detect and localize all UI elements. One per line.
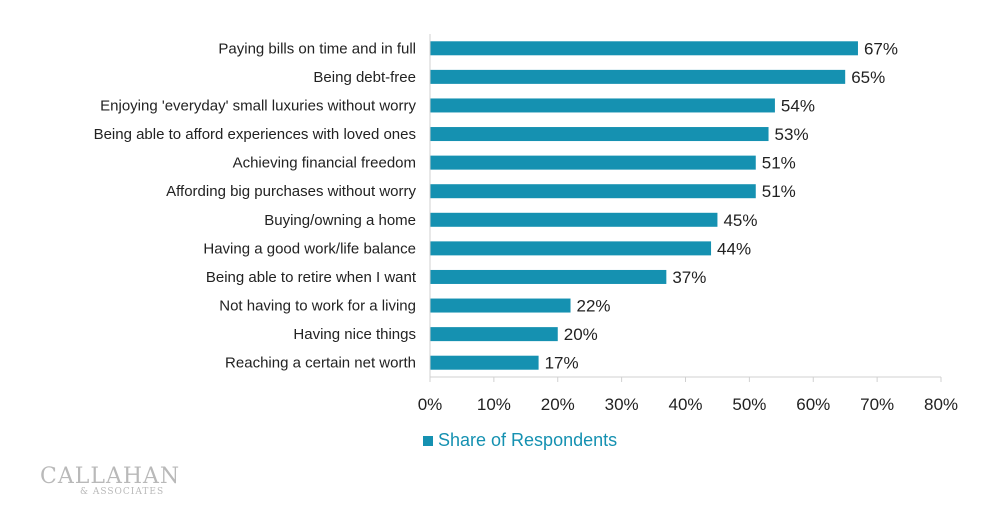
legend: Share of Respondents (423, 430, 617, 451)
legend-label: Share of Respondents (438, 430, 618, 450)
bar (430, 298, 571, 313)
data-label: 67% (864, 39, 898, 58)
bar (430, 327, 558, 342)
category-label: Not having to work for a living (219, 298, 416, 315)
category-label: Enjoying 'everyday' small luxuries witho… (100, 97, 416, 114)
x-tick-label: 0% (418, 395, 443, 414)
x-tick-label: 70% (860, 395, 894, 414)
bar (430, 269, 667, 284)
callahan-logo: CALLAHAN & ASSOCIATES (40, 466, 180, 497)
bar (430, 41, 858, 56)
x-tick-label: 10% (477, 395, 511, 414)
data-label: 51% (762, 154, 796, 173)
category-label: Buying/owning a home (264, 212, 416, 229)
x-tick-label: 40% (668, 395, 702, 414)
bar (430, 155, 756, 170)
data-label: 44% (717, 239, 751, 258)
data-label: 53% (775, 125, 809, 144)
x-tick-label: 50% (732, 395, 766, 414)
bar (430, 241, 712, 256)
x-tick-label: 30% (605, 395, 639, 414)
legend-swatch (423, 435, 433, 446)
logo-subtitle: & ASSOCIATES (80, 487, 165, 497)
data-label: 17% (545, 354, 579, 373)
category-label: Being able to afford experiences with lo… (94, 126, 416, 143)
category-label: Paying bills on time and in full (218, 40, 416, 57)
category-label: Achieving financial freedom (233, 155, 416, 172)
category-label: Having a good work/life balance (203, 240, 416, 257)
x-tick-label: 60% (796, 395, 830, 414)
bar (430, 69, 846, 84)
data-label: 51% (762, 182, 796, 201)
data-label: 54% (781, 96, 815, 115)
data-label: 37% (672, 268, 706, 287)
category-label: Reaching a certain net worth (225, 355, 416, 372)
bar (430, 212, 718, 227)
data-label: 65% (851, 68, 885, 87)
category-label: Affording big purchases without worry (166, 183, 416, 200)
bar (430, 355, 539, 370)
category-label: Being debt-free (313, 69, 416, 86)
bar (430, 184, 756, 199)
bar (430, 127, 769, 142)
bar (430, 98, 775, 113)
x-tick-label: 80% (924, 395, 958, 414)
category-label: Being able to retire when I want (206, 269, 417, 286)
data-label: 45% (723, 211, 757, 230)
x-tick-label: 20% (541, 395, 575, 414)
data-label: 22% (577, 297, 611, 316)
category-label: Having nice things (293, 326, 416, 343)
data-label: 20% (564, 325, 598, 344)
logo-wordmark: CALLAHAN (40, 464, 181, 489)
